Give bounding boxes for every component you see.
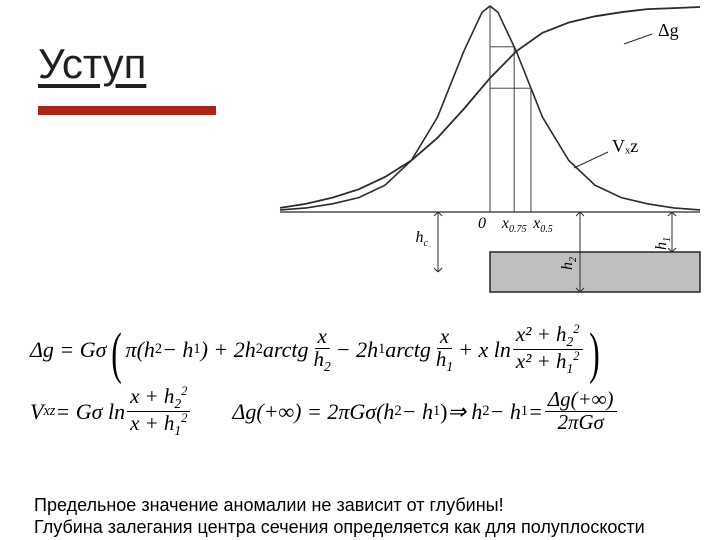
svg-text:x0.5: x0.5 [532,215,553,235]
graph-svg: 0x0.75x0.5ΔgVₓzhch2h1 [260,0,720,310]
equals-sym: = [528,399,543,425]
sub-1c: 1 [446,359,453,374]
xh1-den: x + h [130,411,174,435]
vxz-lhs: V [30,399,43,425]
dg-lhs: Δg = Gσ [30,337,107,363]
minus-h1b: − h [402,399,433,425]
minus-2h1: − 2h [336,337,378,363]
frac-ln-ratio: x² + h22 x² + h12 [513,323,583,377]
svg-text:Δg: Δg [658,20,679,40]
close-plus: ) + 2h [201,337,256,363]
arctg-2: arctg [385,337,431,363]
svg-text:x0.75: x0.75 [501,215,527,235]
dgfrac-den: 2πGσ [555,412,607,434]
sub-1d: 1 [566,362,573,377]
xh2-num: x + h [130,384,174,408]
frac-x-h1: x h1 [433,326,456,374]
eq-gsln: = Gσ ln [55,399,125,425]
pi-h: π(h [126,337,155,363]
big-lparen-icon: ( [111,331,121,377]
equation-row2: Vxz = Gσ ln x + h22 x + h12 Δg(+∞) = 2πG… [30,385,690,439]
sub-2b: 2 [256,341,263,358]
note-line1: Предельное значение аномалии не зависит … [34,495,504,515]
sub-1a: 1 [193,341,200,358]
h-den2: h [436,347,446,371]
x-num2: x [437,326,452,349]
equation-dg: Δg = Gσ ( π(h2 − h1 ) + 2h2 arctg x h2 −… [30,323,690,377]
sub-2d: 2 [566,334,573,349]
frac-final: Δg(+∞) 2πGσ [545,389,617,434]
svg-text:hc: hc [416,229,429,249]
x2h-num: x² + h [516,322,567,346]
minus-h1c: − h [490,399,521,425]
equations-block: Δg = Gσ ( π(h2 − h1 ) + 2h2 arctg x h2 −… [30,315,690,495]
therefore: ⇒ h [447,399,482,425]
sub-xz: xz [43,403,55,420]
note-line2: Глубина залегания центра сечения определ… [34,517,645,537]
big-rparen-icon: ) [589,331,599,377]
frac-vxz: x + h22 x + h12 [127,385,190,439]
slide-title: Уступ [38,40,146,88]
sub-1g: 1 [521,403,528,420]
sub-1f: 1 [433,403,440,420]
sub-2f: 2 [394,403,401,420]
title-underline-bar [38,106,216,115]
arctg-1: arctg [263,337,309,363]
sub-1b: 1 [378,341,385,358]
svg-text:h1: h1 [653,237,673,250]
sub-2e: 2 [174,396,181,411]
sub-2c: 2 [324,359,331,374]
dg-inf: Δg(+∞) = 2πGσ(h [232,399,394,425]
sub-2g: 2 [482,403,489,420]
plus-xln: + x ln [458,337,511,363]
footnote: Предельное значение аномалии не зависит … [34,495,645,538]
minus-h1: − h [162,337,193,363]
dgfrac-num: Δg(+∞) [545,389,617,412]
frac-x-h2: x h2 [311,326,334,374]
x-num1: x [315,326,330,349]
sub-1e: 1 [174,423,181,438]
svg-text:Vₓz: Vₓz [612,136,638,156]
slide-root: Уступ 0x0.75x0.5ΔgVₓzhch2h1 Δg = Gσ ( π(… [0,0,720,540]
x2h-den: x² + h [516,349,567,373]
h-den1: h [314,347,324,371]
graph-panel: 0x0.75x0.5ΔgVₓzhch2h1 [260,0,720,310]
svg-text:0: 0 [478,215,486,232]
sub-2a: 2 [155,341,162,358]
